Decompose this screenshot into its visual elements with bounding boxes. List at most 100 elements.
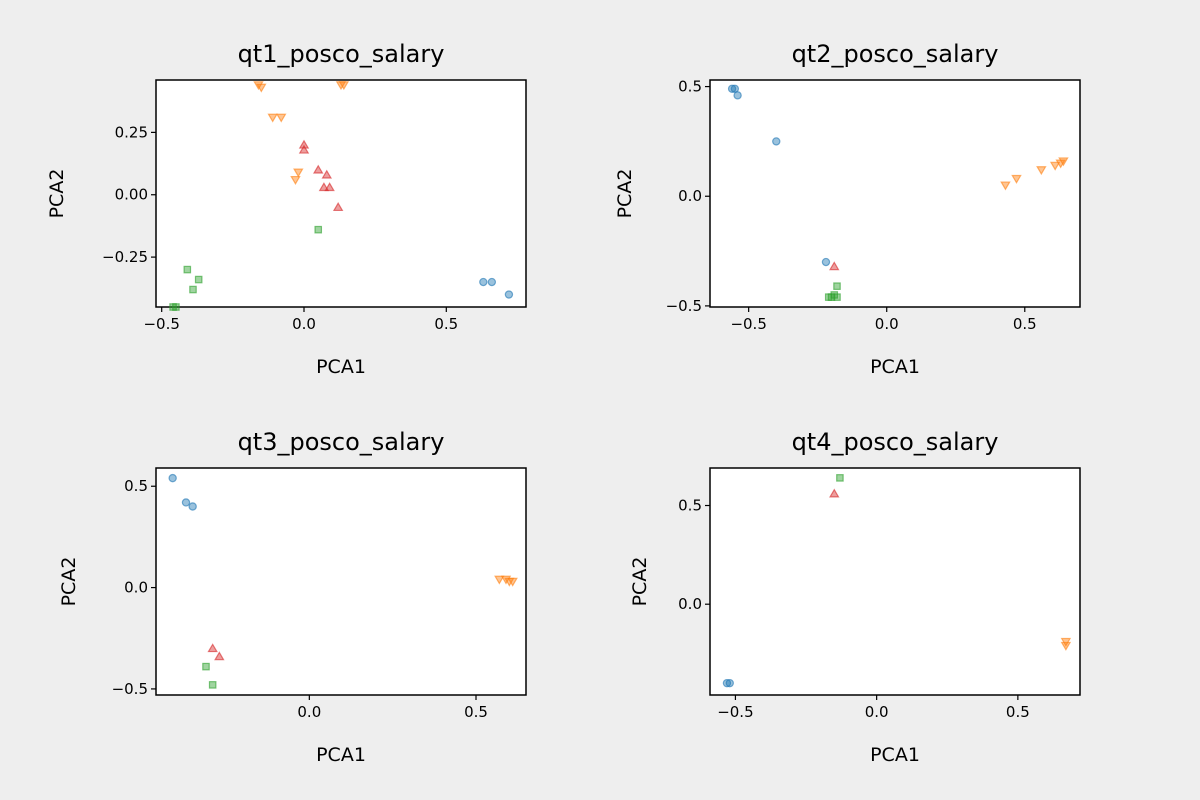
y-axis-label: PCA2 [629, 557, 651, 607]
square-point [172, 303, 180, 311]
square-point [189, 285, 197, 294]
y-axis-label: PCA2 [58, 557, 80, 607]
x-tick-label: 0.5 [434, 315, 458, 333]
x-ticks: −0.5 0.0 0.5 [730, 307, 1037, 333]
x-ticks: −0.5 0.0 0.5 [717, 695, 1030, 721]
plot-area [709, 467, 1081, 696]
triangle-up-point [298, 139, 310, 149]
triangle-down-point [338, 81, 350, 91]
square-point [833, 282, 841, 290]
y-tick-label: 0.00 [115, 186, 148, 204]
x-axis-label: PCA1 [870, 744, 920, 766]
triangle-up-point [324, 182, 335, 192]
plot-area [709, 79, 1081, 308]
x-ticks: −0.5 0.0 0.5 [143, 307, 458, 333]
triangle-up-point [829, 488, 840, 498]
square-point [836, 474, 844, 482]
triangle-down-point [256, 83, 267, 93]
square-point [202, 662, 210, 671]
y-axis-label: PCA2 [614, 169, 636, 219]
circle-point [181, 498, 191, 507]
subplot-qt1: qt1_posco_salary −0.5 0.0 0.5 −0.25 0.00 0.2… [46, 40, 527, 378]
triangle-up-point [312, 164, 324, 174]
x-tick-label: 0.5 [464, 703, 488, 721]
y-axis-label: PCA2 [46, 169, 68, 219]
square-point [183, 265, 192, 274]
circle-point [821, 257, 831, 267]
x-tick-label: 0.0 [865, 703, 889, 721]
triangle-up-point [214, 651, 225, 661]
circle-point [727, 84, 737, 93]
subplot-qt3: qt3_posco_salary 0.0 0.5 −0.50.00.5 PCA1 … [58, 428, 527, 766]
plot-area [155, 79, 527, 308]
triangle-down-point [494, 575, 505, 585]
triangle-up-point [332, 202, 344, 212]
y-tick-label: 0.0 [678, 595, 702, 613]
subplot-title: qt4_posco_salary [792, 428, 999, 456]
x-tick-label: −0.5 [717, 703, 753, 721]
x-axis-label: PCA1 [316, 744, 366, 766]
square-point [833, 293, 841, 301]
triangle-down-point [275, 113, 287, 123]
triangle-up-point [298, 144, 310, 154]
y-tick-label: 0.25 [115, 123, 148, 141]
triangle-up-point [207, 643, 218, 653]
y-tick-label: −0.5 [112, 680, 148, 698]
circle-point [479, 277, 488, 287]
triangle-up-point [829, 261, 840, 271]
subplot-qt4: qt4_posco_salary −0.5 0.0 0.5 0.00.5 PCA1 … [629, 428, 1081, 766]
triangle-down-point [1000, 181, 1011, 191]
square-point [824, 293, 833, 301]
circle-point [725, 678, 734, 688]
triangle-up-point [321, 169, 333, 179]
triangle-down-point [1058, 157, 1069, 167]
x-tick-label: 0.0 [297, 703, 321, 721]
x-tick-label: 0.0 [292, 315, 316, 333]
subplot-title: qt1_posco_salary [238, 40, 445, 68]
triangle-down-point [507, 577, 518, 587]
y-ticks: −0.5 0.0 0.5 [112, 477, 156, 698]
circle-point [168, 473, 177, 483]
y-ticks: −0.25 0.00 0.25 [102, 123, 156, 266]
circle-point [504, 290, 514, 299]
subplot-qt2: qt2_posco_salary −0.5 0.0 0.5 −0.5 0.0 0.5 P… [614, 40, 1081, 378]
triangle-down-point [290, 175, 301, 185]
y-tick-label: −0.5 [666, 297, 702, 315]
triangle-down-point [1049, 161, 1061, 171]
x-tick-label: 0.5 [1006, 703, 1030, 721]
subplot-title: qt2_posco_salary [792, 40, 999, 68]
triangle-down-point [1011, 174, 1022, 184]
circle-point [487, 277, 497, 287]
x-tick-label: 0.0 [875, 315, 899, 333]
triangle-down-point [253, 81, 264, 91]
square-point [314, 225, 323, 234]
x-axis-label: PCA1 [870, 356, 920, 378]
triangle-down-point [1060, 641, 1072, 651]
circle-point [772, 137, 781, 146]
triangle-down-point [293, 168, 304, 178]
circle-point [188, 502, 197, 511]
y-tick-label: −0.25 [102, 248, 148, 266]
x-axis-label: PCA1 [316, 356, 366, 378]
data-points [727, 84, 1069, 301]
x-ticks: 0.0 0.5 [297, 695, 488, 721]
square-point [194, 275, 203, 284]
plot-area [155, 467, 527, 696]
subplot-title: qt3_posco_salary [238, 428, 445, 456]
x-tick-label: −0.5 [143, 315, 179, 333]
data-points [722, 474, 1072, 688]
x-tick-label: −0.5 [730, 315, 766, 333]
square-point [208, 681, 217, 689]
y-tick-label: 0.0 [124, 579, 148, 597]
x-tick-label: 0.5 [1013, 315, 1037, 333]
y-tick-label: 0.0 [678, 187, 702, 205]
y-tick-label: 0.5 [678, 78, 702, 96]
circle-point [733, 91, 742, 100]
data-points [169, 81, 514, 311]
y-tick-label: 0.5 [124, 477, 148, 495]
data-points [168, 473, 518, 689]
triangle-down-point [1036, 166, 1047, 176]
y-tick-label: 0.5 [678, 497, 702, 515]
y-ticks: −0.5 0.0 0.5 [666, 78, 710, 315]
